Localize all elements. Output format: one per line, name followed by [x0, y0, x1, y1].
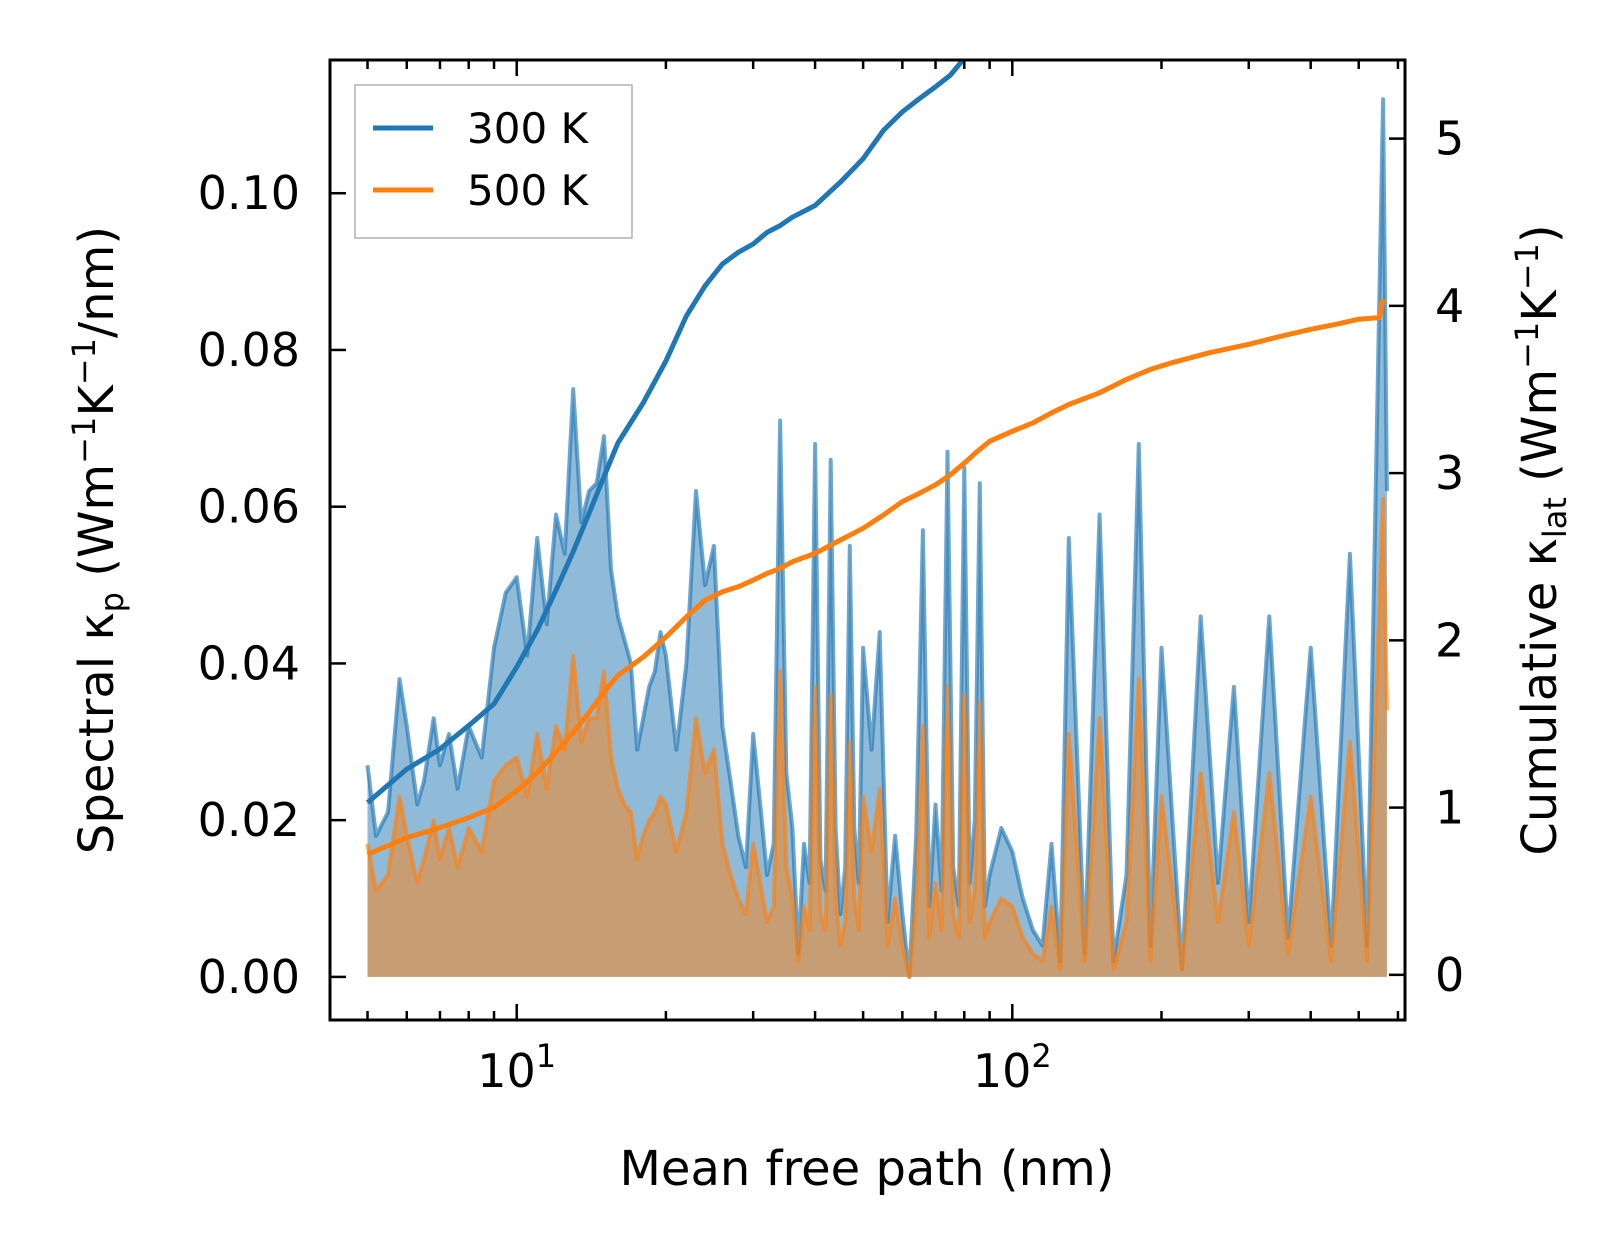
cumulative-line-0 [365, 60, 967, 805]
y-axis-label-left: Spectral κp (Wm−1K−1/nm) [65, 226, 131, 854]
y-tick-label-left: 0.08 [198, 323, 300, 377]
axes-frame [328, 58, 1407, 1022]
y-tick-label-left: 0.04 [198, 636, 300, 690]
legend-label-300k: 300 K [467, 104, 590, 153]
y-tick-label-right: 0 [1435, 948, 1464, 1002]
y-tick-label-right: 5 [1435, 112, 1464, 166]
spectral-line-0 [365, 97, 1389, 979]
y-tick-label-right: 3 [1435, 446, 1464, 500]
x-tick-label: 102 [973, 1037, 1052, 1098]
y-tick-label-left: 0.02 [198, 793, 300, 847]
y-tick-label-right: 4 [1435, 279, 1464, 333]
y-tick-label-right: 2 [1435, 613, 1464, 667]
y-tick-label-right: 1 [1435, 781, 1464, 835]
plot-area [365, 60, 1389, 979]
y-tick-label-left: 0.10 [198, 166, 300, 220]
axes: 101 102 0.00 0.02 0.04 0.06 0.08 0.10 0 1 2 3 4 5 [198, 58, 1464, 1098]
x-tick-label: 101 [477, 1037, 556, 1098]
y-tick-label-left: 0.06 [198, 480, 300, 534]
cumulative-line-1 [366, 298, 1386, 857]
y-axis-label-right: Cumulative κlat (Wm−1K−1) [1508, 224, 1574, 855]
spectral-fill-0 [367, 99, 1387, 977]
y-tick-label-left: 0.00 [198, 950, 300, 1004]
x-axis-label: Mean free path (nm) [620, 1141, 1115, 1197]
legend-label-500k: 500 K [467, 166, 590, 215]
legend-frame [354, 84, 633, 239]
axis-labels: Mean free path (nm) Spectral κp (Wm−1K−1… [65, 224, 1574, 1197]
spectral-line-1 [365, 496, 1389, 979]
legend: 300 K 500 K [354, 84, 633, 239]
spectral-fill-1 [367, 498, 1387, 977]
